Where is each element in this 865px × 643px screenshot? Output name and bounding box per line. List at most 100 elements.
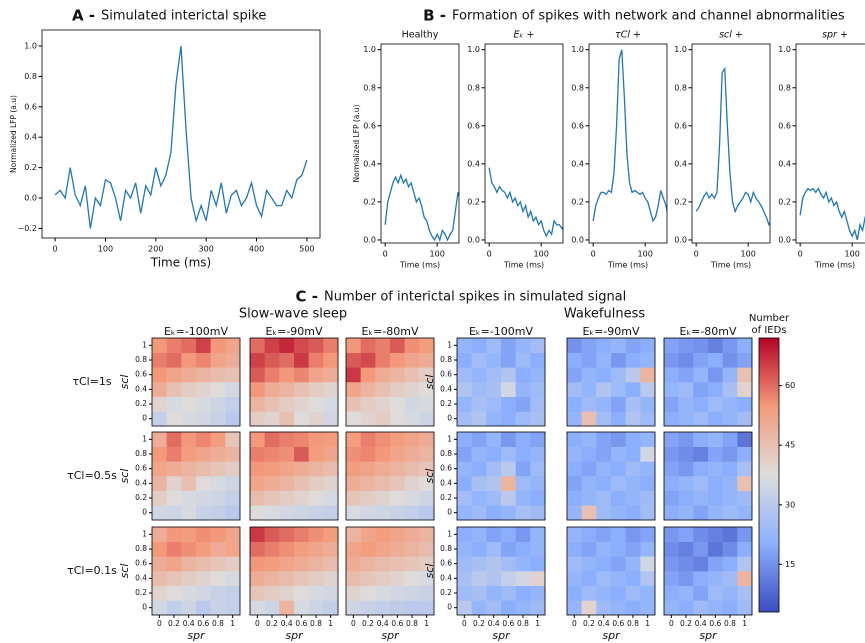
heatmap-cell — [279, 338, 295, 353]
heatmap-cell — [279, 382, 295, 397]
heatmap-cell — [196, 352, 211, 368]
heatmap-cell — [664, 411, 679, 427]
heatmap-cell — [210, 541, 226, 557]
heatmap-cell — [530, 432, 546, 447]
x-tick-label: 200 — [148, 245, 163, 254]
heatmap-cell — [250, 367, 265, 383]
heatmap-cell — [323, 382, 339, 397]
column-title: Eₖ=-90mV — [265, 325, 323, 338]
heatmap-cell — [360, 541, 376, 557]
y-tick-label: 0.2 — [467, 197, 480, 206]
heatmap-cell — [166, 600, 182, 616]
y-tick-label: 0.6 — [440, 464, 452, 473]
heatmap-cell — [419, 338, 435, 353]
heatmap-cell — [375, 541, 391, 557]
heatmap-cell — [250, 338, 265, 353]
x-axis-label: spr — [492, 629, 511, 642]
heatmap-cell — [375, 490, 391, 506]
heatmap-cell — [346, 396, 361, 412]
heatmap-cell — [323, 352, 339, 368]
heatmap-cell — [611, 476, 626, 491]
heatmap-cell — [678, 382, 694, 397]
y-tick-label: 0.2 — [135, 493, 147, 502]
heatmap-cell — [196, 432, 211, 447]
colorbar-tick-label: 30 — [785, 500, 795, 509]
y-tick-label: 0.8 — [571, 83, 584, 92]
line-series — [54, 45, 308, 229]
column-title: Eₖ=-100mV — [164, 325, 229, 338]
plot-frame — [795, 43, 865, 244]
heatmap-cell — [375, 382, 391, 397]
heatmap-cell — [486, 585, 502, 601]
heatmap-cell — [375, 352, 391, 368]
heatmap-cell — [360, 571, 376, 586]
heatmap-cell — [722, 541, 738, 557]
heatmap-cell — [640, 505, 656, 521]
heatmap-cell — [737, 446, 753, 462]
heatmap-cell — [294, 461, 309, 477]
heatmap-cell — [596, 556, 612, 572]
heatmap-frame — [456, 431, 546, 521]
heatmap-cell — [625, 490, 641, 506]
heatmap-cell — [323, 411, 339, 427]
heatmap-cell — [166, 411, 182, 427]
heatmap-cell — [225, 446, 241, 462]
heatmap-cell — [294, 556, 309, 572]
heatmap-cell — [693, 556, 709, 572]
heatmap-cell — [294, 600, 309, 616]
heatmap-cell — [457, 476, 472, 491]
heatmap-cell — [722, 585, 738, 601]
heatmap-cell — [181, 432, 197, 447]
heatmap-cell — [530, 367, 546, 383]
heatmap-cell — [196, 338, 211, 353]
y-tick-label: 0.0 — [778, 235, 791, 244]
heatmap-cell — [486, 461, 502, 477]
heatmap-cell — [486, 556, 502, 572]
heatmap-cell — [678, 541, 694, 557]
heatmap-cell — [581, 556, 597, 572]
heatmap-cell — [693, 527, 709, 542]
heatmap-cell — [419, 556, 435, 572]
heatmap-cell — [708, 541, 723, 557]
heatmap-cell — [346, 411, 361, 427]
heatmap-cell — [196, 461, 211, 477]
column-title: Eₖ=-80mV — [679, 325, 737, 338]
heatmap-cell — [360, 476, 376, 491]
heatmap-cell — [515, 352, 531, 368]
heatmap-cell — [323, 527, 339, 542]
y-tick-label: 0.4 — [440, 384, 452, 393]
heatmap-cell — [181, 396, 197, 412]
heatmap-cell — [515, 505, 531, 521]
y-tick-label: 0.8 — [135, 544, 147, 553]
heatmap-cell — [250, 527, 265, 542]
heatmap-cell — [225, 338, 241, 353]
x-tick-label: 100 — [430, 250, 445, 259]
x-tick-label: 0.2 — [266, 619, 278, 628]
heatmap-cell — [693, 490, 709, 506]
heatmap-cell — [515, 556, 531, 572]
heatmap-cell — [279, 556, 295, 572]
heatmap-cell — [640, 490, 656, 506]
heatmap-cell — [471, 490, 487, 506]
heatmap-cell — [515, 600, 531, 616]
y-tick-label: 0.0 — [674, 235, 687, 244]
heatmap-cell — [625, 396, 641, 412]
heatmap-cell — [664, 490, 679, 506]
heatmap-cell — [625, 411, 641, 427]
x-tick-label: 0 — [694, 250, 699, 259]
y-tick-label: 0.8 — [778, 83, 791, 92]
x-tick-label: 1 — [328, 619, 333, 628]
heatmap-cell — [323, 476, 339, 491]
heatmap-cell — [250, 411, 265, 427]
heatmap-cell — [457, 352, 472, 368]
heatmap-cell — [722, 338, 738, 353]
heatmap-cell — [486, 411, 502, 427]
heatmap-cell — [346, 527, 361, 542]
heatmap-cell — [225, 490, 241, 506]
y-tick-label: 0.4 — [571, 159, 584, 168]
heatmap-cell — [486, 338, 502, 353]
heatmap-cell — [166, 571, 182, 586]
heatmap-cell — [375, 411, 391, 427]
x-tick-label: 100 — [638, 250, 653, 259]
heatmap-cell — [708, 411, 723, 427]
